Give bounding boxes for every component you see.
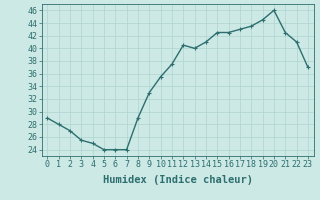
X-axis label: Humidex (Indice chaleur): Humidex (Indice chaleur) <box>103 175 252 185</box>
